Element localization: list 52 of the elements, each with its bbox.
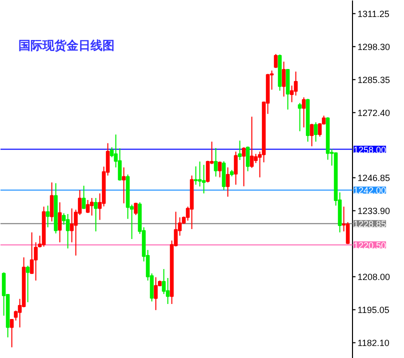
candlestick: [274, 54, 278, 69]
candlestick: [222, 160, 226, 191]
y-tick-label: 1272.40: [358, 108, 390, 118]
y-tick-label: 1195.05: [358, 305, 390, 316]
ref-line-label: 1228.85: [354, 219, 386, 230]
candlestick: [10, 318, 14, 348]
candlestick: [162, 268, 166, 295]
candlestick: [90, 197, 94, 216]
candlestick: [194, 166, 198, 186]
candlestick: [238, 140, 242, 161]
candlestick: [66, 214, 70, 249]
candlestick: [282, 61, 286, 98]
candlestick: [30, 232, 34, 274]
candlestick: [198, 161, 202, 188]
ref-line-label: 1242.00: [354, 186, 386, 196]
text: 国际现货金日线图: [18, 38, 114, 52]
candlestick: [310, 123, 314, 147]
candlestick: [254, 153, 258, 164]
y-tick-label: 1246.85: [358, 173, 390, 184]
candlestick: [298, 102, 302, 132]
y-tick-label: 1311.25: [358, 9, 390, 20]
candlestick: [58, 202, 62, 243]
candlestick: [314, 122, 318, 142]
y-tick-label: 1208.00: [358, 272, 390, 282]
candlestick: [94, 197, 98, 232]
candlestick: [302, 96, 306, 128]
candlestick: [26, 265, 30, 303]
candlestick: [154, 276, 158, 311]
candlestick: [122, 166, 126, 204]
candlestick: [242, 146, 246, 187]
candlestick: [50, 182, 54, 222]
candlestick: [46, 205, 50, 228]
candlestick: [218, 161, 222, 178]
candlestick: [202, 164, 206, 194]
y-tick-label: 1233.90: [358, 206, 390, 216]
candlestick: [246, 146, 250, 172]
candlestick: [226, 166, 230, 198]
candlestick: [234, 151, 238, 186]
candlestick: [70, 208, 74, 243]
candlestick: [110, 146, 114, 158]
candlestick: [82, 185, 86, 210]
ref-line-label: 1220.50: [354, 240, 386, 250]
y-tick-label: 1285.35: [358, 75, 390, 86]
candlestick: [134, 202, 138, 216]
ref-line-label: 1258.00: [354, 144, 386, 155]
y-tick-label: 1298.30: [358, 42, 390, 52]
candlestick: [206, 160, 210, 183]
candlestick: [214, 148, 218, 178]
candlestick: [250, 116, 254, 168]
y-tick-label: 1182.10: [358, 338, 390, 348]
candlestick: [290, 85, 294, 103]
candlestick: [86, 200, 90, 214]
